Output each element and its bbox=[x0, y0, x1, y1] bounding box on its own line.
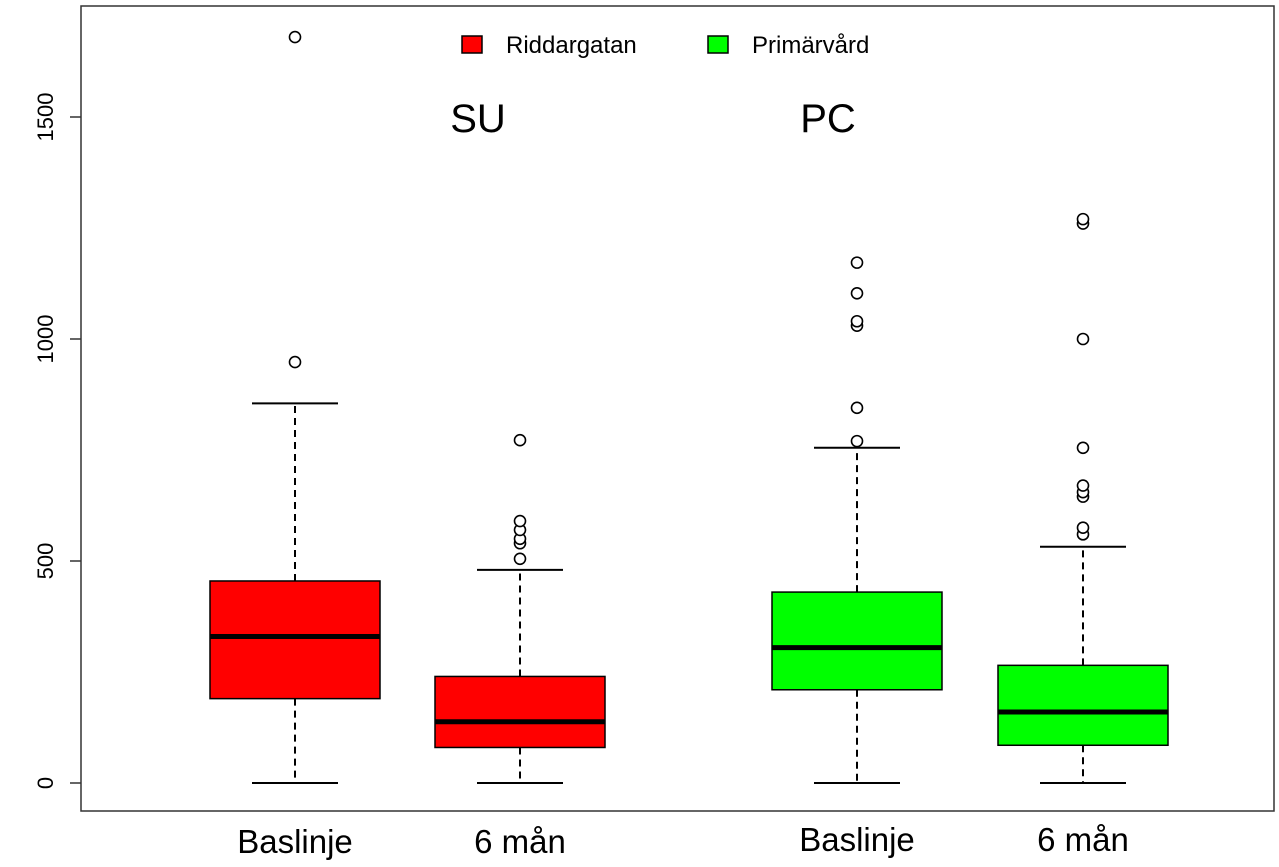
y-tick-label: 500 bbox=[33, 543, 58, 580]
legend-swatch bbox=[707, 35, 729, 54]
x-category-label: 6 mån bbox=[1037, 821, 1129, 858]
group-labels: SU PC bbox=[450, 97, 856, 141]
group-label: PC bbox=[800, 97, 856, 141]
legend-item: Primärvård bbox=[707, 32, 869, 59]
outlier-point bbox=[1076, 479, 1090, 492]
iqr-box bbox=[209, 580, 381, 700]
plot-frame bbox=[80, 5, 1275, 812]
boxes-layer bbox=[209, 30, 1169, 784]
outlier-point bbox=[850, 401, 864, 415]
iqr-box bbox=[997, 664, 1169, 747]
legend-label: Riddargatan bbox=[506, 32, 637, 59]
outlier-point bbox=[513, 514, 527, 528]
y-axis: 0 500 1000 1500 bbox=[33, 93, 81, 789]
outlier-point bbox=[288, 355, 302, 369]
legend-label: Primärvård bbox=[752, 32, 869, 59]
outlier-point bbox=[850, 286, 864, 300]
outlier-point bbox=[850, 314, 864, 328]
legend-item: Riddargatan bbox=[461, 32, 637, 59]
iqr-box bbox=[434, 675, 606, 749]
y-tick-label: 0 bbox=[33, 777, 58, 789]
iqr-box bbox=[771, 591, 943, 691]
legend: Riddargatan Primärvård bbox=[461, 32, 869, 59]
x-category-label: Baslinje bbox=[237, 823, 353, 860]
legend-swatch bbox=[461, 35, 483, 54]
box-1 bbox=[209, 30, 381, 784]
group-label: SU bbox=[450, 97, 506, 141]
outlier-point bbox=[850, 434, 864, 448]
box-2 bbox=[434, 433, 606, 784]
outlier-point bbox=[850, 256, 864, 269]
outlier-point bbox=[513, 552, 527, 566]
x-axis-labels: Baslinje 6 mån Baslinje 6 mån bbox=[237, 821, 1129, 860]
x-category-label: Baslinje bbox=[799, 821, 915, 858]
y-tick-label: 1500 bbox=[33, 93, 58, 142]
x-category-label: 6 mån bbox=[474, 823, 566, 860]
outlier-point bbox=[288, 30, 302, 44]
outlier-point bbox=[1076, 521, 1090, 535]
box-4 bbox=[997, 212, 1169, 784]
box-3 bbox=[771, 256, 943, 784]
y-tick-label: 1000 bbox=[33, 315, 58, 364]
outlier-point bbox=[513, 433, 527, 447]
outlier-point bbox=[1076, 212, 1090, 226]
outlier-point bbox=[1076, 441, 1090, 455]
outlier-point bbox=[1076, 332, 1090, 346]
